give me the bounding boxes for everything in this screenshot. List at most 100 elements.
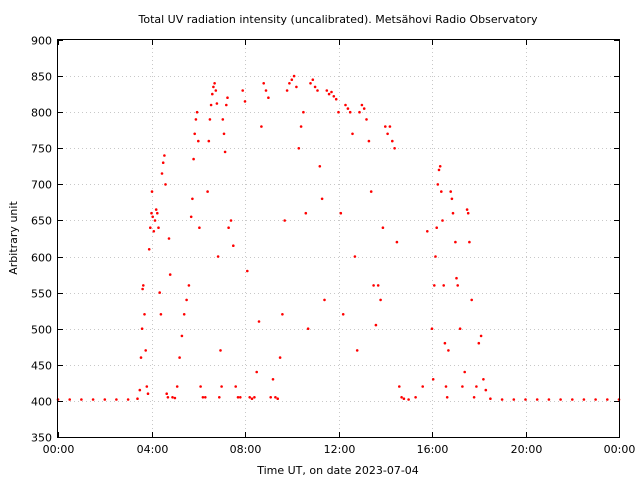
data-point bbox=[477, 341, 481, 345]
y-tick-label: 700 bbox=[31, 179, 52, 192]
data-point bbox=[248, 396, 251, 399]
data-point bbox=[213, 82, 216, 85]
data-point bbox=[147, 248, 151, 251]
data-point bbox=[445, 396, 449, 399]
data-point bbox=[454, 240, 457, 244]
data-point bbox=[274, 396, 277, 399]
data-point bbox=[180, 334, 184, 338]
data-point bbox=[185, 298, 188, 302]
data-point bbox=[149, 226, 152, 229]
data-point bbox=[433, 284, 436, 287]
x-tick-label: 00:00 bbox=[604, 443, 636, 456]
data-point bbox=[393, 147, 396, 150]
data-point bbox=[151, 215, 154, 219]
data-point bbox=[472, 396, 476, 399]
data-point bbox=[215, 102, 219, 105]
data-point bbox=[341, 313, 345, 316]
data-point bbox=[458, 327, 462, 331]
data-point bbox=[402, 397, 406, 401]
data-point bbox=[285, 89, 289, 92]
data-point bbox=[269, 396, 273, 399]
data-point bbox=[365, 118, 368, 121]
data-point bbox=[178, 356, 181, 359]
x-axis-ticks: 00:00 04:00 08:00 12:00 16:00 20:00 00:00 bbox=[43, 40, 636, 456]
data-point bbox=[156, 211, 159, 215]
data-points bbox=[56, 74, 621, 401]
data-point bbox=[187, 284, 191, 287]
data-point bbox=[484, 388, 488, 392]
data-point bbox=[143, 313, 146, 316]
data-point bbox=[207, 139, 211, 143]
data-point bbox=[461, 385, 464, 388]
data-point bbox=[264, 89, 268, 92]
data-point bbox=[253, 396, 256, 399]
data-point bbox=[325, 89, 329, 92]
data-point bbox=[332, 95, 336, 98]
data-point bbox=[559, 398, 562, 401]
data-point bbox=[468, 240, 471, 244]
chart-title: Total UV radiation intensity (uncalibrat… bbox=[138, 13, 538, 26]
data-point bbox=[426, 230, 429, 233]
data-point bbox=[219, 349, 222, 352]
data-point bbox=[430, 327, 434, 331]
data-point bbox=[288, 82, 291, 85]
data-point bbox=[344, 103, 347, 107]
data-point bbox=[262, 82, 266, 85]
data-point bbox=[218, 396, 221, 399]
data-point bbox=[407, 398, 410, 401]
grid-lines bbox=[58, 40, 619, 437]
data-point bbox=[447, 349, 450, 352]
data-point bbox=[339, 211, 343, 215]
data-point bbox=[374, 323, 378, 327]
data-point bbox=[234, 385, 237, 388]
data-point bbox=[353, 255, 357, 258]
data-point bbox=[153, 219, 157, 222]
data-point bbox=[334, 97, 338, 101]
data-point bbox=[351, 132, 354, 136]
y-tick-label: 600 bbox=[31, 252, 52, 265]
data-point bbox=[209, 103, 213, 107]
data-point bbox=[271, 378, 275, 381]
data-point bbox=[136, 397, 139, 401]
data-point bbox=[171, 396, 174, 399]
x-tick-label: 00:00 bbox=[43, 443, 75, 456]
data-point bbox=[193, 132, 196, 136]
data-point bbox=[313, 85, 317, 89]
x-tick-label: 04:00 bbox=[137, 443, 169, 456]
y-tick-label: 500 bbox=[31, 324, 52, 337]
data-point bbox=[278, 356, 282, 359]
data-point bbox=[330, 90, 333, 94]
data-point bbox=[165, 392, 168, 396]
data-point bbox=[229, 219, 233, 222]
y-tick-label: 550 bbox=[31, 288, 52, 301]
data-point bbox=[431, 378, 435, 381]
data-point bbox=[395, 240, 399, 244]
data-point bbox=[175, 385, 179, 388]
data-point bbox=[441, 219, 444, 222]
data-point bbox=[257, 320, 261, 323]
data-point bbox=[173, 396, 177, 400]
data-point bbox=[455, 276, 458, 280]
y-tick-label: 650 bbox=[31, 215, 52, 228]
data-point bbox=[144, 349, 147, 352]
data-point bbox=[309, 82, 312, 85]
x-tick-label: 08:00 bbox=[230, 443, 262, 456]
data-point bbox=[236, 396, 240, 399]
data-point bbox=[160, 172, 164, 175]
data-point bbox=[197, 139, 200, 143]
data-point bbox=[571, 398, 574, 401]
data-point bbox=[449, 190, 453, 193]
data-point bbox=[318, 165, 322, 168]
data-point bbox=[323, 298, 326, 302]
data-point bbox=[304, 211, 308, 215]
data-point bbox=[225, 103, 228, 107]
data-point bbox=[161, 161, 165, 164]
data-point bbox=[163, 154, 166, 157]
data-point bbox=[437, 168, 441, 172]
data-point bbox=[126, 398, 130, 401]
data-point bbox=[302, 110, 305, 114]
data-point bbox=[434, 255, 437, 258]
data-point bbox=[376, 284, 380, 287]
data-point bbox=[443, 341, 447, 345]
